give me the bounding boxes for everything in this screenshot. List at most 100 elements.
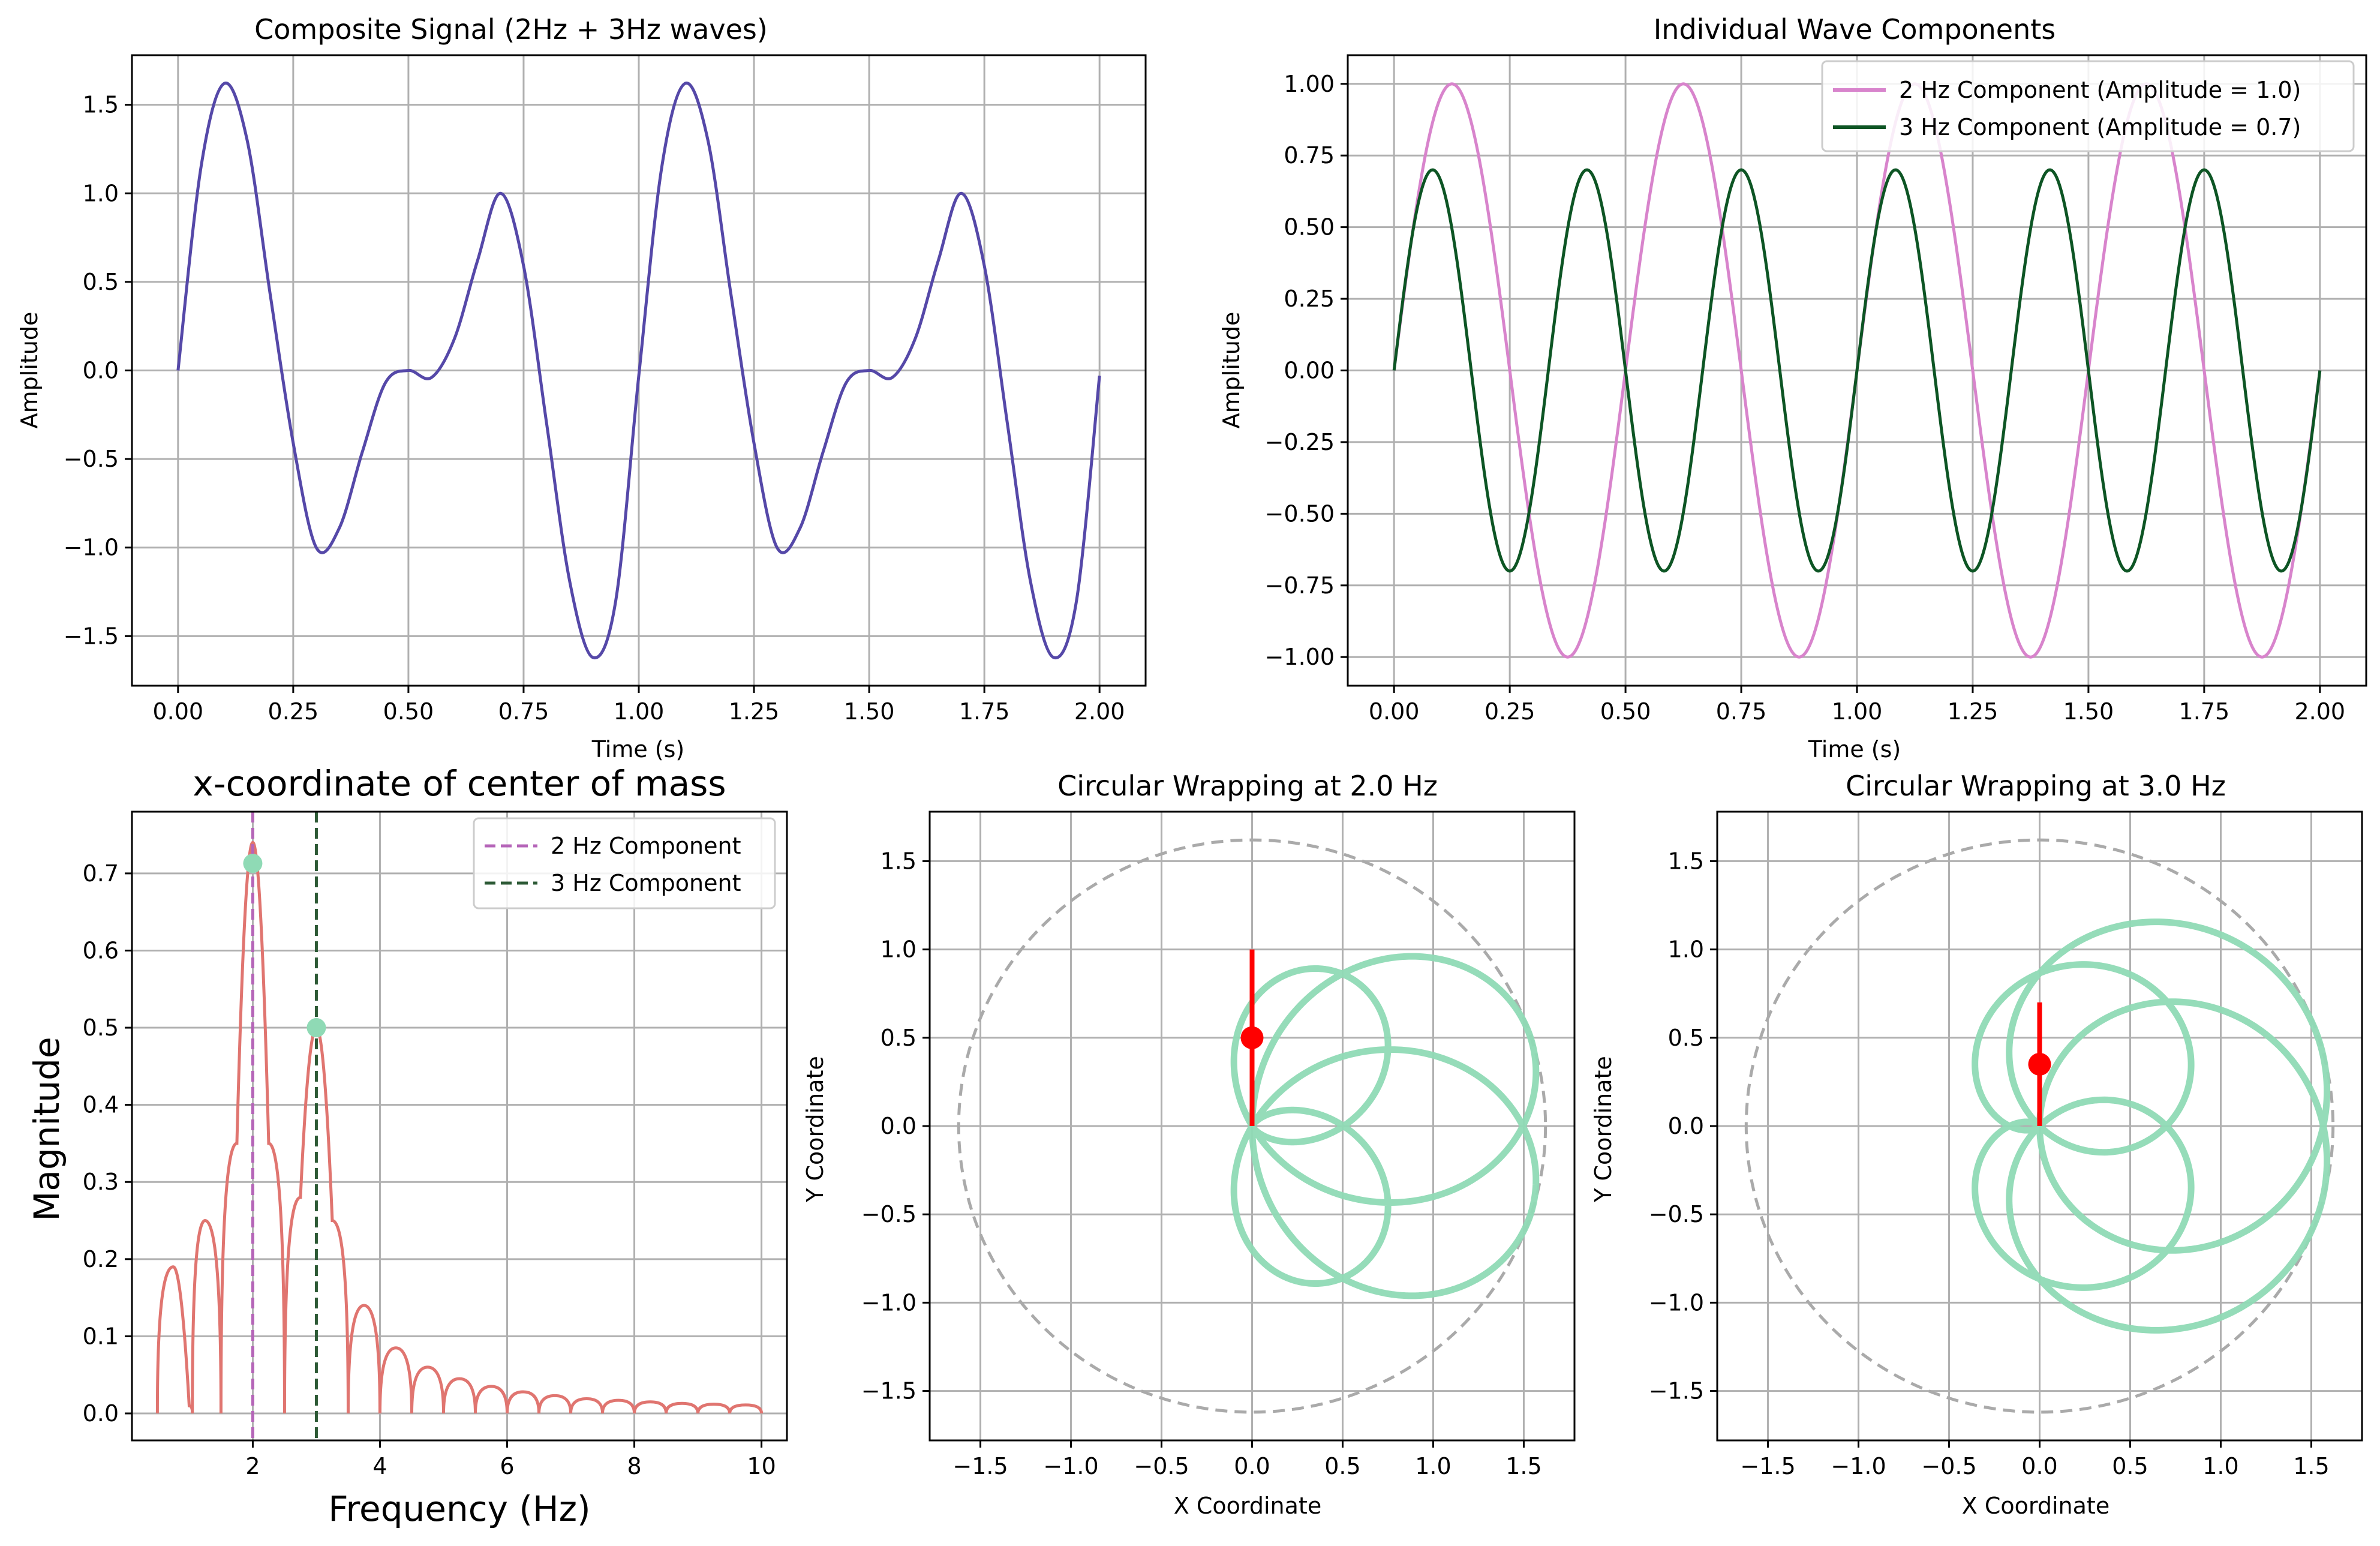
wrap-2hz-xtick-label-5: 1.0 bbox=[1415, 1453, 1451, 1479]
spectrum-ytick-label-0: 0.0 bbox=[83, 1400, 119, 1427]
spectrum-xtick-label-2: 6 bbox=[500, 1453, 514, 1479]
components-ytick-label-6: 0.50 bbox=[1284, 214, 1335, 241]
components-title: Individual Wave Components bbox=[1654, 13, 2056, 46]
components-legend: 2 Hz Component (Amplitude = 1.0) 3 Hz Co… bbox=[1821, 60, 2355, 152]
wrap-2hz-center-of-mass bbox=[1240, 1026, 1264, 1049]
composite-xtick-label-6: 1.50 bbox=[844, 698, 895, 725]
components-panel: Individual Wave Components Time (s) Ampl… bbox=[1218, 13, 2056, 763]
spectrum-ytick-label-5: 0.5 bbox=[83, 1014, 119, 1041]
spectrum-xlabel: Frequency (Hz) bbox=[328, 1488, 590, 1529]
spectrum-axes: 2 4 6 8 10 0.0 0.1 0.2 0.3 0.4 0.5 0.6 0.7 bbox=[83, 812, 787, 1479]
wrap-2hz-reference-circle bbox=[957, 838, 1547, 1414]
wrap-2hz-ytick-label-2: −0.5 bbox=[861, 1201, 916, 1227]
wrap-3hz-ytick-label-4: 0.5 bbox=[1668, 1025, 1704, 1051]
composite-ytick-label-2: −0.5 bbox=[64, 446, 119, 472]
composite-xlabel: Time (s) bbox=[591, 736, 685, 763]
legend-label-3hz: 3 Hz Component (Amplitude = 0.7) bbox=[1899, 114, 2301, 140]
wrap-2hz-ytick-label-0: −1.5 bbox=[861, 1378, 916, 1404]
spectrum-ytick-label-6: 0.6 bbox=[83, 937, 119, 963]
wrap-3hz-xtick-label-4: 0.5 bbox=[2112, 1453, 2148, 1479]
wrap-3hz-ytick-label-2: −0.5 bbox=[1649, 1201, 1704, 1227]
wrap-3hz-xtick-label-0: −1.5 bbox=[1740, 1453, 1795, 1479]
composite-xtick-label-4: 1.00 bbox=[614, 698, 665, 725]
components-xlabel: Time (s) bbox=[1808, 736, 1901, 763]
components-ytick-label-4: 0.00 bbox=[1284, 358, 1335, 384]
spectrum-xtick-label-1: 4 bbox=[372, 1453, 387, 1479]
spectrum-ytick-label-4: 0.4 bbox=[83, 1092, 119, 1118]
components-frame bbox=[1347, 54, 2367, 687]
components-ylabel: Amplitude bbox=[1218, 312, 1245, 429]
wrap-3hz-xtick-label-1: −1.0 bbox=[1831, 1453, 1886, 1479]
wrap-2hz-plot bbox=[957, 838, 1547, 1414]
wrap-2hz-panel: Circular Wrapping at 2.0 Hz X Coordinate… bbox=[802, 770, 1438, 1519]
spectrum-ytick-label-3: 0.3 bbox=[83, 1169, 119, 1195]
wrap-3hz-ytick-label-3: 0.0 bbox=[1668, 1113, 1704, 1139]
composite-xtick-label-0: 0.00 bbox=[153, 698, 204, 725]
wrap-2hz-frame bbox=[928, 810, 1576, 1442]
spectrum-marker-3hz bbox=[306, 1018, 326, 1038]
composite-ytick-label-6: 1.5 bbox=[83, 92, 119, 118]
wrap-3hz-ytick-label-0: −1.5 bbox=[1649, 1378, 1704, 1404]
composite-axes: 0.00 0.25 0.50 0.75 1.00 1.25 1.50 1.75 2.00 −1.5… bbox=[64, 55, 1146, 725]
components-xtick-label-8: 2.00 bbox=[2295, 698, 2346, 725]
spectrum-panel: x-coordinate of center of mass Frequency… bbox=[26, 763, 726, 1529]
composite-xtick-label-1: 0.25 bbox=[268, 698, 319, 725]
wrap-2hz-axes: −1.5 −1.0 −0.5 0.0 0.5 1.0 1.5 −1.5 −1.0 −0.5 0.0 0… bbox=[861, 812, 1574, 1479]
composite-xtick-label-2: 0.50 bbox=[383, 698, 434, 725]
components-xtick-label-5: 1.25 bbox=[1948, 698, 1999, 725]
components-ytick-label-7: 0.75 bbox=[1284, 142, 1335, 169]
wrap-2hz-xlabel: X Coordinate bbox=[1174, 1493, 1321, 1519]
wrap-3hz-axes: −1.5 −1.0 −0.5 0.0 0.5 1.0 1.5 −1.5 −1.0 −0.5 0.0 0… bbox=[1649, 812, 2362, 1479]
wrap-2hz-xtick-label-2: −0.5 bbox=[1134, 1453, 1189, 1479]
spectrum-ylabel: Magnitude bbox=[26, 1037, 67, 1221]
composite-ytick-label-1: −1.0 bbox=[64, 535, 119, 561]
wrap-2hz-ytick-label-3: 0.0 bbox=[881, 1113, 916, 1139]
spectrum-title: x-coordinate of center of mass bbox=[193, 763, 726, 804]
wrap-2hz-xtick-label-4: 0.5 bbox=[1324, 1453, 1360, 1479]
spectrum-line bbox=[155, 840, 764, 1414]
wrap-2hz-title: Circular Wrapping at 2.0 Hz bbox=[1057, 770, 1438, 802]
components-ytick-label-3: −0.25 bbox=[1265, 429, 1335, 455]
components-ytick-label-2: −0.50 bbox=[1265, 500, 1335, 527]
composite-ytick-label-3: 0.0 bbox=[83, 358, 119, 384]
composite-ytick-label-0: −1.5 bbox=[64, 623, 119, 649]
spectrum-xtick-label-3: 8 bbox=[627, 1453, 641, 1479]
spectrum-xtick-label-4: 10 bbox=[747, 1453, 776, 1479]
wrap-3hz-ytick-label-6: 1.5 bbox=[1668, 848, 1704, 874]
wrap-2hz-ytick-label-4: 0.5 bbox=[881, 1025, 916, 1051]
wrap-3hz-xtick-label-6: 1.5 bbox=[2293, 1453, 2329, 1479]
composite-xtick-label-7: 1.75 bbox=[959, 698, 1010, 725]
wrap-3hz-panel: Circular Wrapping at 3.0 Hz X Coordinate… bbox=[1590, 770, 2226, 1519]
composite-xtick-label-3: 0.75 bbox=[498, 698, 549, 725]
component-line-3hz bbox=[1392, 168, 2322, 573]
components-xtick-label-2: 0.50 bbox=[1600, 698, 1651, 725]
wrap-3hz-ylabel: Y Coordinate bbox=[1590, 1056, 1616, 1203]
composite-ytick-label-4: 0.5 bbox=[83, 269, 119, 295]
composite-ylabel: Amplitude bbox=[16, 312, 43, 429]
components-xtick-label-4: 1.00 bbox=[1832, 698, 1883, 725]
wrap-2hz-xtick-label-3: 0.0 bbox=[1234, 1453, 1270, 1479]
spectrum-ytick-label-1: 0.1 bbox=[83, 1323, 119, 1349]
wrap-3hz-frame bbox=[1716, 810, 2363, 1442]
composite-frame bbox=[131, 54, 1147, 687]
components-xtick-label-0: 0.00 bbox=[1369, 698, 1420, 725]
spectrum-xtick-label-0: 2 bbox=[245, 1453, 260, 1479]
wrap-3hz-ytick-label-1: −1.0 bbox=[1649, 1289, 1704, 1316]
wrap-3hz-center-of-mass bbox=[2028, 1052, 2051, 1076]
wrap-2hz-xtick-label-1: −1.0 bbox=[1043, 1453, 1098, 1479]
legend-label-3hz-marker: 3 Hz Component bbox=[551, 870, 741, 896]
composite-xtick-label-8: 2.00 bbox=[1074, 698, 1125, 725]
components-xtick-label-7: 1.75 bbox=[2179, 698, 2230, 725]
components-ytick-label-1: −0.75 bbox=[1265, 572, 1335, 599]
wrap-2hz-xtick-label-6: 1.5 bbox=[1505, 1453, 1541, 1479]
spectrum-marker-2hz bbox=[243, 854, 263, 873]
wrap-2hz-xtick-label-0: −1.5 bbox=[952, 1453, 1008, 1479]
wrap-2hz-ytick-label-1: −1.0 bbox=[861, 1289, 916, 1316]
composite-ytick-label-5: 1.0 bbox=[83, 180, 119, 206]
spectrum-ytick-label-2: 0.2 bbox=[83, 1246, 119, 1272]
wrap-3hz-xtick-label-2: −0.5 bbox=[1921, 1453, 1976, 1479]
wrap-2hz-ytick-label-6: 1.5 bbox=[881, 848, 916, 874]
wrap-2hz-ytick-label-5: 1.0 bbox=[881, 936, 916, 963]
spectrum-frame bbox=[131, 810, 788, 1442]
